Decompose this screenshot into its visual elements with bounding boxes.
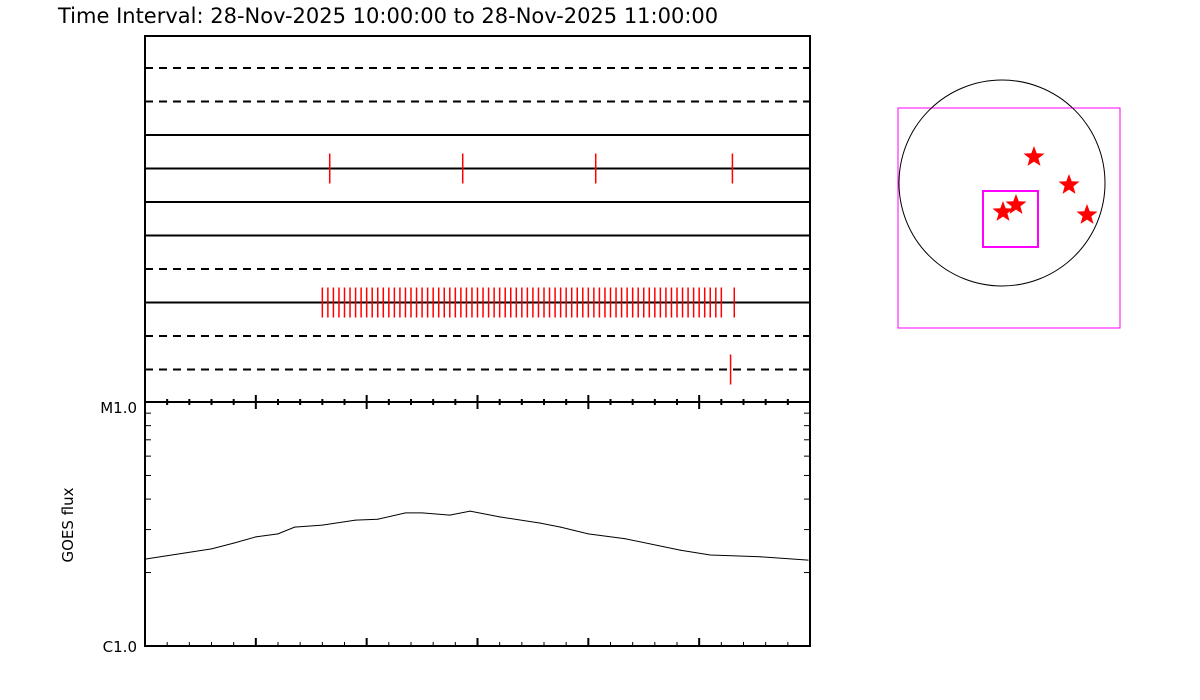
goes-data-point (587, 533, 589, 535)
time-interval-title: Time Interval: 28-Nov-2025 10:00:00 to 2… (57, 4, 718, 28)
context-map (897, 79, 1121, 329)
solar-disk (898, 79, 1106, 287)
star-icon (1023, 146, 1045, 166)
goes-y-label: GOES flux (59, 487, 77, 562)
goes-data-point (404, 512, 406, 514)
filter-row-gband (145, 354, 810, 385)
filter-row-al_poly (145, 287, 810, 318)
goes-data-point (807, 559, 809, 561)
goes-data-point (321, 524, 323, 526)
goes-flux-line (144, 510, 809, 561)
timeline-panel (144, 35, 811, 409)
goes-data-point (277, 533, 279, 535)
star-icon (992, 201, 1014, 221)
goes-data-point (233, 542, 235, 544)
goes-data-point (709, 554, 711, 556)
goes-frame (144, 401, 811, 647)
goes-data-point (469, 510, 471, 512)
xrt-fov-box (982, 190, 1039, 248)
active-region-4291 (992, 201, 1014, 221)
star-icon (1076, 204, 1098, 224)
goes-data-point (449, 514, 451, 516)
goes-data-point (759, 556, 761, 558)
y-tick-label-bottom: C1.0 (103, 638, 137, 656)
goes-data-point (211, 548, 212, 550)
goes-data-point (355, 519, 357, 521)
star-icon (1058, 174, 1080, 194)
timeline-frame (144, 35, 811, 403)
goes-data-point (560, 526, 562, 528)
goes-data-point (421, 512, 423, 514)
goes-data-point (377, 518, 379, 520)
goes-data-point (255, 536, 257, 538)
y-tick-label-top: M1.0 (100, 399, 137, 417)
goes-data-point (294, 526, 296, 528)
outer-fov-box (897, 107, 1121, 329)
goes-data-point (144, 558, 146, 560)
active-region-4292 (1076, 204, 1098, 224)
goes-data-point (624, 538, 626, 540)
filter-row-be_med (145, 153, 810, 184)
goes-data-point (539, 522, 541, 524)
star-icon (1005, 194, 1027, 214)
goes-panel: GOES flux M1.0 C1.0 (59, 399, 811, 656)
active-region-4290 (1005, 194, 1027, 214)
goes-data-point (499, 516, 501, 518)
active-region-4288 (1023, 146, 1045, 166)
active-region-4287 (1058, 174, 1080, 194)
goes-data-point (680, 549, 682, 551)
